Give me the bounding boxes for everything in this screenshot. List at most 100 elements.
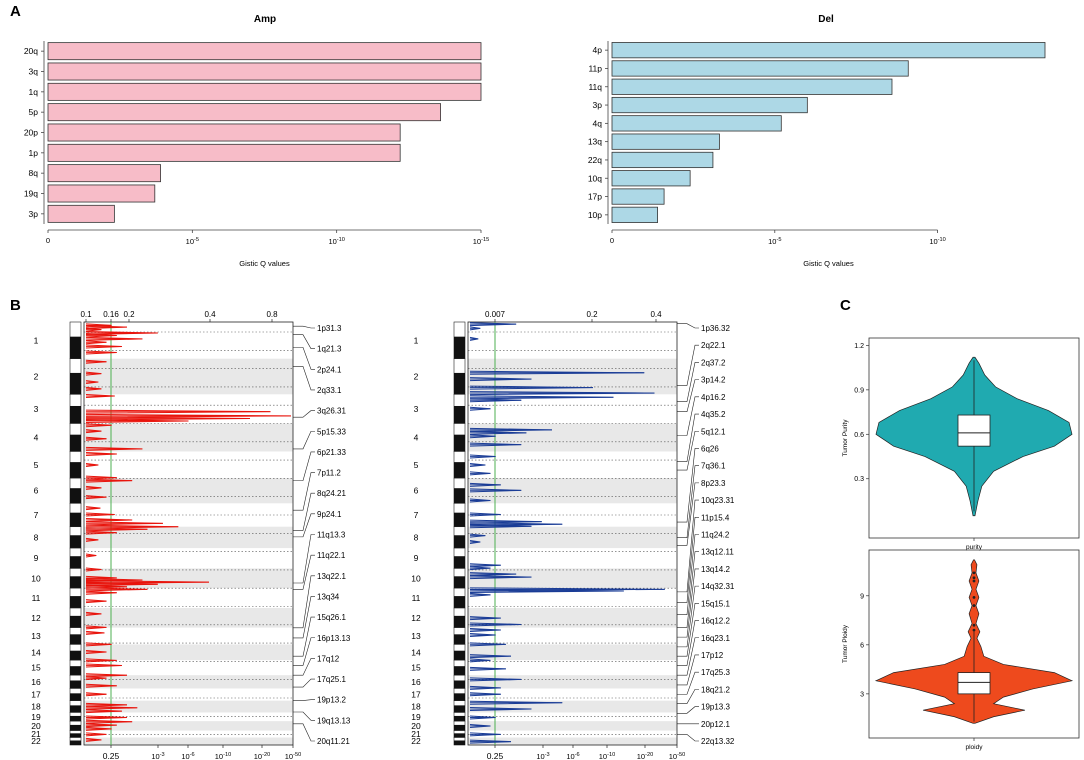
y-tick-label: 13q [588,137,602,147]
bar-1p [47,143,401,162]
annotation-leader [293,334,315,349]
ideogram-q-arm [454,733,465,738]
band-chr-18 [468,700,677,713]
band-chr-16 [468,675,677,689]
annotation-label: 16p13.13 [317,634,351,643]
ideogram-q-arm [70,740,81,745]
ideogram-q-arm [70,666,81,676]
annotation-leader [677,413,699,462]
annotation-leader [293,711,315,721]
annotation-leader [293,513,315,538]
y-tick-label: 0.9 [854,387,864,394]
bar-17p [611,188,665,205]
annotation-leader [293,347,315,370]
chromosome-label: 3 [414,404,419,414]
y-tick-label: 6 [860,642,864,649]
ideogram-q-arm [454,462,465,479]
chromosome-label: 11 [412,593,421,603]
y-tick-label: 8q [29,168,39,178]
annotation-label: 15q26.1 [317,613,346,622]
bottom-tick-label-exponent: -3 [160,752,165,758]
chromosome-label: 3 [34,404,39,414]
del-genome-chart: 123456789101112131415161718192021220.007… [411,310,735,760]
annotation-leader [677,448,699,523]
ideogram-q-arm [70,576,81,589]
band-chr-12 [468,608,677,628]
annotation-label: 17p12 [701,651,724,660]
ideogram-q-arm [454,693,465,701]
ideogram-q-arm [454,556,465,569]
annotation-label: 2q37.2 [701,358,726,367]
bar-4p [611,42,1046,59]
annotation-label: 7p11.2 [317,469,341,478]
chromosome-label: 10 [31,573,41,583]
bottom-tick-label: 10-6 [181,752,194,760]
annotation-leader [677,568,699,638]
chromosome-label: 4 [414,432,419,442]
chromosome-label: 21 [411,729,421,739]
y-tick-label: 10p [588,210,602,220]
annotation-leader [677,706,699,714]
annotation-leader [293,596,315,639]
outlier-point [972,579,976,583]
annotation-label: 22q13.32 [701,737,735,746]
bottom-tick-label-base: 10 [637,752,645,760]
annotation-leader [293,723,315,742]
ideogram-q-arm [454,705,465,713]
plot-frame [467,321,678,746]
chromosome-label: 16 [31,677,41,687]
y-tick-label: 3p [29,209,39,219]
bar-3p [47,204,115,223]
annotation-leader [293,554,315,590]
annotation-leader [293,492,315,531]
band-chr-20 [468,721,677,731]
chromosome-label: 12 [31,613,41,623]
annotation-label: 5q12.1 [701,427,726,436]
band-chr-20 [84,721,293,731]
annotation-label: 13q34 [317,592,340,601]
band-chr-8 [84,526,293,549]
x-tick-label: 0 [46,236,50,245]
panel-label-c: C [840,297,851,314]
ideogram-q-arm [454,715,465,722]
chromosome-label: 16 [411,677,421,687]
annotation-leader [293,451,315,481]
bottom-tick-label-base: 10 [599,752,607,760]
annotation-label: 9p24.1 [317,510,342,519]
x-tick-label-base: 10 [768,237,776,246]
y-tick-label: 1q [29,87,39,97]
annotation-label: 6p21.33 [317,448,346,457]
bar-11q [611,78,893,95]
bar-3q [47,62,482,81]
ideogram-q-arm [70,650,81,661]
y-tick-label: 20p [24,128,38,138]
chromosome-label: 11 [32,593,41,603]
chromosome-label: 19 [411,712,421,722]
chromosome-label: 20 [411,721,421,731]
annotation-leader [677,603,699,657]
bar-5p [47,103,441,122]
bottom-tick-label-exponent: -3 [545,752,550,758]
y-tick-label: 19q [24,189,38,199]
ideogram-q-arm [70,705,81,713]
annotation-leader [677,620,699,666]
x-tick-label-exponent: -5 [776,237,781,243]
ideogram-q-arm [70,434,81,452]
purity-violin-chart: 0.3 0.6 0.9 1.2 purity Tumor Purity [842,337,1080,551]
chromosome-label: 2 [34,371,39,381]
annotation-leader [293,534,315,584]
y-tick-label: 10q [588,173,602,183]
ideogram-q-arm [454,634,465,645]
ideogram-q-arm [70,462,81,479]
outlier-point [972,571,976,575]
annotation-label: 2q33.1 [317,386,342,395]
outlier-point [972,623,976,627]
ploidy-violin-chart: 3 6 9 ploidy Tumor Ploidy [842,549,1080,751]
ideogram-q-arm [70,336,81,359]
panel-label-b: B [10,297,21,314]
bottom-tick-label-exponent: -6 [190,752,195,758]
bottom-tick-label: 10-10 [215,752,231,760]
annotation-label: 16q23.1 [701,634,730,643]
y-tick-label: 0.6 [854,432,864,439]
